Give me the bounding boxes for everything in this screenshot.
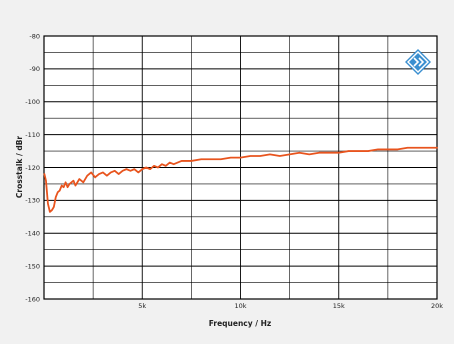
x-tick-label: 10k (234, 302, 246, 310)
y-tick-label: -100 (25, 98, 40, 106)
y-tick-label: -140 (25, 230, 40, 238)
tick-labels: -80 -90 -100 -110 -120 -130 -140 -150 -160 5k 10k 1… (25, 32, 443, 310)
y-tick-label: -110 (25, 131, 40, 139)
y-tick-label: -90 (29, 65, 40, 73)
x-tick-label: 15k (333, 302, 345, 310)
y-tick-label: -120 (25, 164, 40, 172)
y-tick-label: -130 (25, 197, 40, 205)
grid-lines (44, 36, 437, 299)
diamond-brand-logo-icon (405, 49, 431, 75)
y-tick-label: -80 (29, 32, 40, 40)
crosstalk-series-line (43, 146, 438, 213)
series-layer (43, 146, 438, 213)
x-axis-title: Frequency / Hz (209, 319, 272, 328)
y-tick-label: -150 (25, 262, 40, 270)
x-tick-label: 20k (431, 302, 443, 310)
y-tick-label: -160 (25, 295, 40, 303)
y-axis-title: Crosstalk / dBr (15, 136, 24, 199)
x-tick-label: 5k (138, 302, 146, 310)
